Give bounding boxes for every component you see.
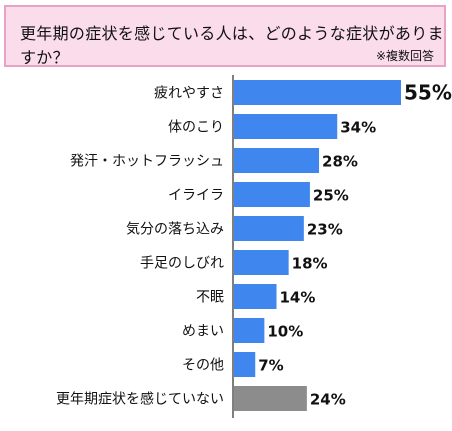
category-label-1: 疲れやすさ [154, 85, 224, 102]
bar-2 [234, 114, 338, 139]
bar-4 [234, 182, 310, 207]
category-label-7: 不眠 [196, 290, 224, 306]
value-label-10: 24% [310, 391, 346, 409]
value-label-6: 18% [292, 255, 328, 273]
category-label-8: めまい [182, 324, 224, 340]
category-label-3: 発汗・ホットフラッシュ [70, 154, 224, 170]
bar-9 [234, 352, 256, 377]
value-label-1: 55% [404, 81, 452, 105]
bar-10 [234, 386, 307, 411]
bars-group: 疲れやすさ 55% 体のこり 34% 発汗・ホットフラッシュ 28% イライラ 25% 気分の落… [56, 80, 452, 411]
bar-8 [234, 318, 265, 343]
value-label-4: 25% [313, 187, 349, 205]
bar-6 [234, 250, 289, 275]
bar-5 [234, 216, 304, 241]
multiple-answer-note: ※複数回答 [375, 49, 434, 63]
category-label-10: 更年期症状を感じていない [56, 391, 224, 408]
value-label-8: 10% [267, 323, 303, 341]
value-label-5: 23% [307, 221, 343, 239]
title-box: 更年期の症状を感じている人は、どのような症状がありますか？ ※複数回答 [4, 5, 446, 67]
category-label-6: 手足のしびれ [140, 256, 224, 272]
bar-1 [234, 80, 401, 105]
category-label-9: その他 [182, 358, 224, 374]
value-label-7: 14% [280, 289, 316, 307]
chart-title: 更年期の症状を感じている人は、どのような症状がありますか？ [20, 24, 444, 67]
category-label-5: 気分の落ち込み [126, 222, 224, 238]
category-label-4: イライラ [168, 188, 224, 204]
bar-7 [234, 284, 277, 309]
value-label-3: 28% [322, 153, 358, 171]
value-label-9: 7% [258, 357, 283, 375]
category-label-2: 体のこり [168, 120, 224, 136]
value-label-2: 34% [340, 119, 376, 137]
bar-3 [234, 148, 320, 173]
